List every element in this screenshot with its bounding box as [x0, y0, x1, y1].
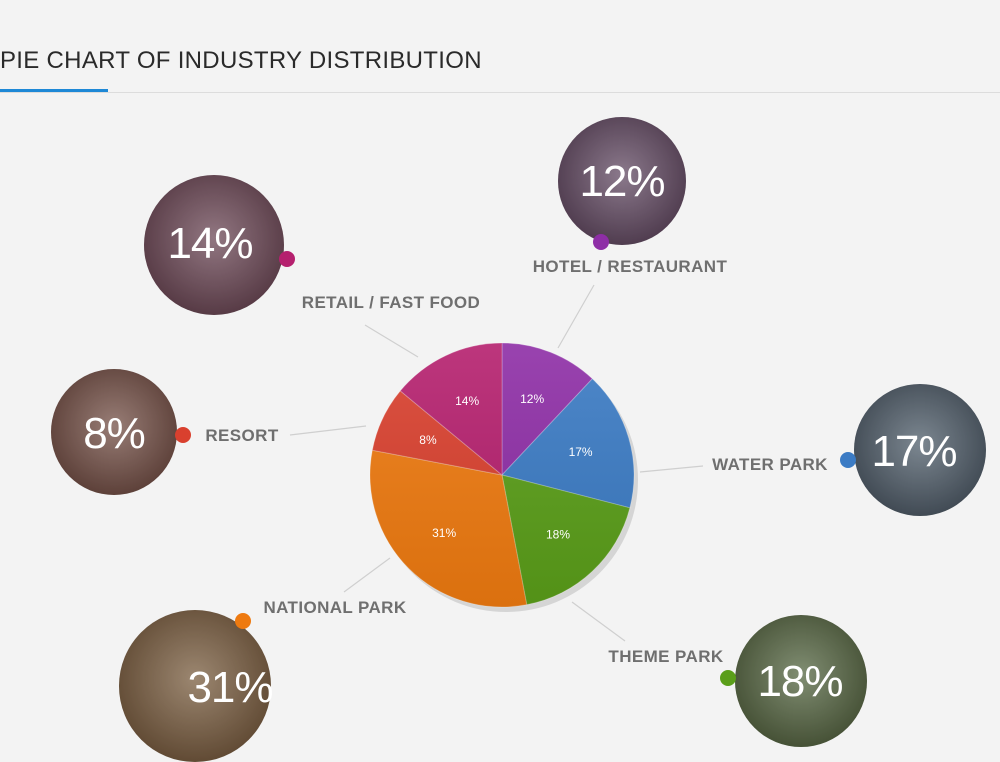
title-underline	[0, 89, 108, 92]
connector-line-water-park	[639, 465, 704, 473]
photo-tint-national-park	[119, 610, 271, 762]
photo-bubble-retail-fast-food	[144, 175, 284, 315]
bubble-percent-national-park: 31%	[187, 663, 272, 712]
pie-slice-label-hotel-restaurant: 12%	[520, 392, 544, 406]
bubble-percent-water-park: 17%	[871, 427, 956, 476]
category-labels: HOTEL / RESTAURANT WATER PARK THEME PARK NA…	[205, 257, 828, 666]
category-label-hotel-restaurant: HOTEL / RESTAURANT	[533, 257, 728, 276]
legend-dot-water-park	[840, 452, 856, 468]
page-header: PIE CHART OF INDUSTRY DISTRIBUTION	[0, 0, 1000, 93]
category-label-national-park: NATIONAL PARK	[263, 598, 406, 617]
photo-bubble-water-park	[854, 384, 986, 516]
connector-line-national-park	[343, 557, 391, 593]
connector-line-retail-fast-food	[364, 324, 419, 358]
photo-bubble-hotel-restaurant	[558, 117, 686, 245]
photo-bubble-resort	[51, 369, 177, 495]
bubble-percent-hotel-restaurant: 12%	[579, 157, 664, 206]
pie-slice-label-water-park: 17%	[569, 445, 593, 459]
category-label-retail-fast-food: RETAIL / FAST FOOD	[302, 293, 480, 312]
legend-dot-resort	[175, 427, 191, 443]
photo-bubble-theme-park	[735, 615, 867, 747]
photo-bubbles: 12% 17% 18% 31% 8% 14%	[51, 117, 986, 762]
legend-dot-national-park	[235, 613, 251, 629]
bubble-percent-resort: 8%	[83, 409, 145, 458]
bubble-percent-theme-park: 18%	[757, 657, 842, 706]
connector-lines	[289, 284, 704, 642]
connector-line-theme-park	[571, 601, 626, 642]
connector-line-resort	[289, 425, 367, 436]
legend-dot-theme-park	[720, 670, 736, 686]
category-label-resort: RESORT	[205, 426, 278, 445]
photo-tint-retail-fast-food	[144, 175, 284, 315]
bubble-percent-retail-fast-food: 14%	[167, 219, 252, 268]
pie-slices	[369, 342, 638, 612]
photo-tint-resort	[51, 369, 177, 495]
connector-line-hotel-restaurant	[557, 284, 595, 349]
page-title: PIE CHART OF INDUSTRY DISTRIBUTION	[0, 47, 482, 74]
pie-slice-label-retail-fast-food: 14%	[455, 394, 479, 408]
photo-tint-water-park	[854, 384, 986, 516]
pie-slice-labels: 12% 17% 18% 31% 8% 14%	[419, 392, 593, 542]
category-label-water-park: WATER PARK	[712, 455, 828, 474]
pie-slice-label-national-park: 31%	[432, 526, 456, 540]
legend-dot-retail-fast-food	[279, 251, 295, 267]
photo-bubble-national-park	[119, 610, 271, 762]
photo-tint-theme-park	[735, 615, 867, 747]
pie-slice-label-resort: 8%	[419, 433, 437, 447]
pie-slice-label-theme-park: 18%	[546, 528, 570, 542]
category-label-theme-park: THEME PARK	[608, 647, 723, 666]
photo-tint-hotel-restaurant	[558, 117, 686, 245]
legend-dot-hotel-restaurant	[593, 234, 609, 250]
